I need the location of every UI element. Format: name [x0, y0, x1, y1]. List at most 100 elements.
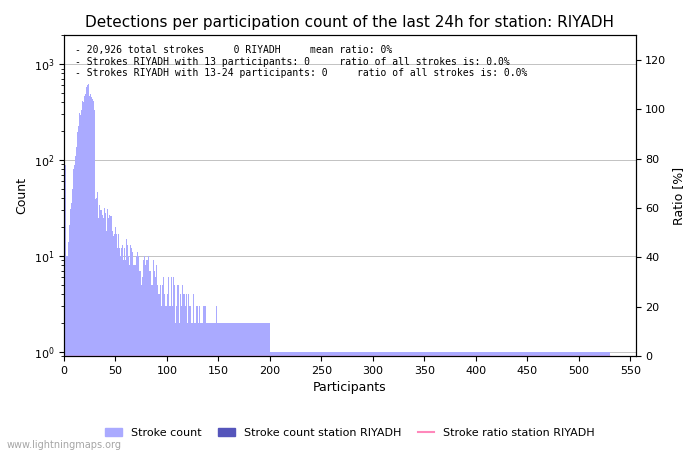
Bar: [526, 352, 527, 450]
Bar: [261, 323, 262, 450]
Bar: [126, 239, 127, 450]
Bar: [528, 352, 529, 450]
Bar: [243, 323, 244, 450]
Bar: [146, 261, 147, 450]
Bar: [584, 352, 586, 450]
Bar: [560, 352, 561, 450]
Bar: [115, 227, 116, 450]
Bar: [348, 352, 349, 450]
Bar: [384, 352, 385, 450]
Bar: [101, 210, 102, 450]
Bar: [162, 285, 163, 450]
Bar: [382, 352, 383, 450]
Bar: [104, 213, 106, 450]
Text: www.lightningmaps.org: www.lightningmaps.org: [7, 440, 122, 450]
Bar: [89, 96, 90, 450]
Bar: [508, 352, 510, 450]
Bar: [204, 306, 206, 450]
Bar: [393, 352, 394, 450]
Bar: [418, 352, 419, 450]
Bar: [490, 352, 491, 450]
Bar: [366, 352, 368, 450]
Bar: [254, 323, 255, 450]
Bar: [588, 352, 589, 450]
Bar: [111, 216, 112, 450]
Bar: [477, 352, 479, 450]
Bar: [346, 352, 348, 450]
Bar: [312, 352, 313, 450]
Bar: [144, 256, 145, 450]
Bar: [221, 323, 222, 450]
Bar: [609, 352, 610, 450]
Bar: [270, 352, 272, 450]
Bar: [606, 352, 608, 450]
Bar: [130, 245, 132, 450]
Bar: [152, 285, 153, 450]
Bar: [447, 352, 449, 450]
Bar: [479, 352, 480, 450]
Bar: [512, 352, 514, 450]
Bar: [194, 323, 195, 450]
Bar: [414, 352, 416, 450]
Bar: [582, 352, 584, 450]
Bar: [183, 294, 184, 450]
Bar: [446, 352, 447, 450]
Bar: [424, 352, 425, 450]
Bar: [536, 352, 537, 450]
Bar: [113, 236, 114, 450]
Bar: [163, 277, 164, 450]
Bar: [136, 252, 138, 450]
Bar: [565, 352, 566, 450]
Bar: [375, 352, 377, 450]
Bar: [266, 323, 267, 450]
Bar: [575, 352, 576, 450]
Bar: [69, 209, 71, 450]
Bar: [457, 352, 458, 450]
Bar: [361, 352, 362, 450]
Bar: [523, 352, 524, 450]
Bar: [95, 199, 97, 450]
Bar: [235, 323, 237, 450]
Bar: [374, 352, 375, 450]
Bar: [217, 323, 218, 450]
Bar: [149, 271, 150, 450]
Bar: [496, 352, 497, 450]
Bar: [331, 352, 332, 450]
Bar: [286, 352, 287, 450]
Bar: [226, 323, 228, 450]
Bar: [262, 323, 263, 450]
Bar: [397, 352, 398, 450]
Bar: [394, 352, 395, 450]
Bar: [440, 352, 442, 450]
Bar: [553, 352, 554, 450]
Bar: [372, 352, 373, 450]
Bar: [164, 294, 165, 450]
Bar: [506, 352, 507, 450]
Bar: [125, 261, 126, 450]
Bar: [456, 352, 457, 450]
Text: - 20,926 total strokes     0 RIYADH     mean ratio: 0%
- Strokes RIYADH with 13 : - 20,926 total strokes 0 RIYADH mean rat…: [76, 45, 528, 78]
Bar: [597, 352, 598, 450]
Bar: [132, 252, 134, 450]
Bar: [182, 285, 183, 450]
Bar: [195, 323, 196, 450]
Bar: [167, 294, 169, 450]
Bar: [353, 352, 354, 450]
Bar: [370, 352, 372, 450]
Bar: [355, 352, 356, 450]
Bar: [455, 352, 456, 450]
Bar: [340, 352, 342, 450]
Bar: [158, 294, 159, 450]
Bar: [290, 352, 291, 450]
Bar: [67, 242, 69, 450]
Bar: [316, 352, 317, 450]
Bar: [603, 352, 604, 450]
Bar: [510, 352, 512, 450]
Bar: [552, 352, 553, 450]
Bar: [495, 352, 496, 450]
Bar: [596, 352, 597, 450]
Bar: [381, 352, 382, 450]
Bar: [180, 294, 181, 450]
Bar: [401, 352, 402, 450]
Bar: [420, 352, 421, 450]
